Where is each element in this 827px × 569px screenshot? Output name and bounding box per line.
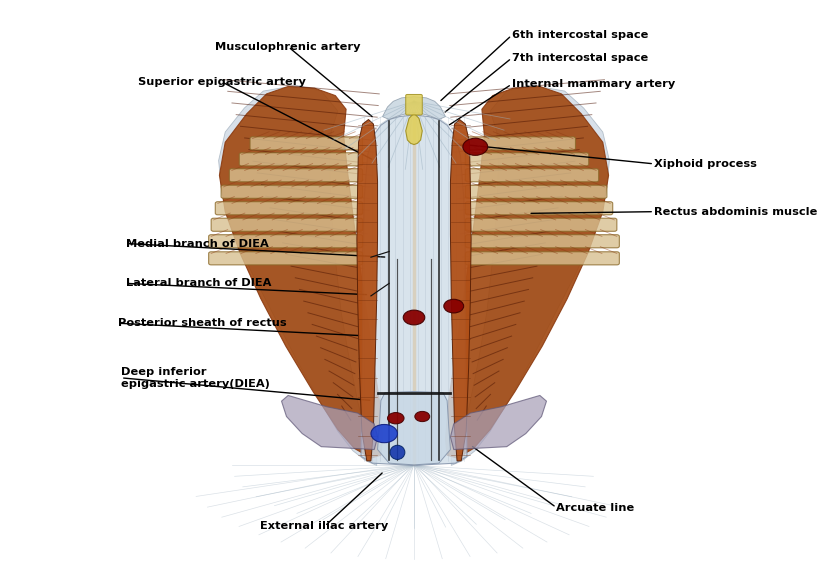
Polygon shape: [218, 85, 376, 465]
Text: Medial branch of DIEA: Medial branch of DIEA: [126, 238, 268, 249]
Polygon shape: [405, 114, 422, 145]
FancyBboxPatch shape: [215, 202, 362, 215]
FancyBboxPatch shape: [208, 234, 362, 248]
Polygon shape: [382, 97, 445, 119]
Circle shape: [443, 299, 463, 313]
Text: Posterior sheath of rectus: Posterior sheath of rectus: [117, 318, 286, 328]
FancyBboxPatch shape: [239, 153, 362, 166]
Polygon shape: [361, 115, 466, 465]
Polygon shape: [281, 395, 377, 450]
Ellipse shape: [390, 445, 404, 460]
Text: External iliac artery: External iliac artery: [261, 521, 388, 531]
Polygon shape: [377, 391, 450, 465]
Circle shape: [387, 413, 404, 424]
Text: Rectus abdominis muscle: Rectus abdominis muscle: [653, 207, 816, 217]
Polygon shape: [356, 119, 377, 461]
FancyBboxPatch shape: [208, 251, 362, 265]
FancyBboxPatch shape: [465, 218, 616, 231]
Polygon shape: [445, 86, 608, 458]
Circle shape: [462, 138, 487, 155]
Text: Lateral branch of DIEA: Lateral branch of DIEA: [126, 278, 271, 288]
Text: Deep inferior
epigastric artery(DIEA): Deep inferior epigastric artery(DIEA): [121, 367, 270, 389]
Polygon shape: [450, 395, 546, 450]
FancyBboxPatch shape: [250, 137, 362, 150]
Text: Superior epigastric artery: Superior epigastric artery: [138, 77, 305, 87]
Text: 6th intercostal space: 6th intercostal space: [511, 30, 648, 40]
Circle shape: [414, 411, 429, 422]
FancyBboxPatch shape: [211, 218, 362, 231]
Text: Arcuate line: Arcuate line: [556, 502, 634, 513]
Text: Xiphoid process: Xiphoid process: [653, 159, 756, 169]
FancyBboxPatch shape: [465, 202, 612, 215]
FancyBboxPatch shape: [465, 234, 619, 248]
Circle shape: [403, 310, 424, 325]
FancyBboxPatch shape: [405, 94, 422, 115]
Polygon shape: [451, 85, 609, 465]
Text: 7th intercostal space: 7th intercostal space: [511, 53, 648, 63]
FancyBboxPatch shape: [465, 185, 606, 199]
Text: Musculophrenic artery: Musculophrenic artery: [215, 42, 361, 52]
FancyBboxPatch shape: [465, 153, 588, 166]
FancyBboxPatch shape: [465, 251, 619, 265]
Text: Internal mammary artery: Internal mammary artery: [511, 79, 674, 89]
Polygon shape: [219, 86, 382, 458]
Circle shape: [370, 424, 397, 443]
FancyBboxPatch shape: [465, 137, 575, 150]
Polygon shape: [450, 119, 471, 461]
FancyBboxPatch shape: [465, 169, 598, 182]
FancyBboxPatch shape: [221, 185, 362, 199]
FancyBboxPatch shape: [229, 169, 362, 182]
